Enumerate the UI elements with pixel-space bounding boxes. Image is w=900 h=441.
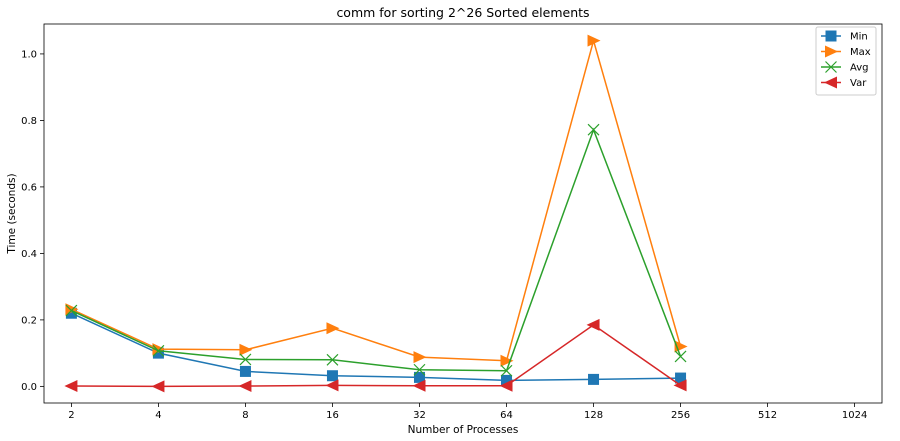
legend-item-var: Var	[821, 76, 867, 89]
legend-marker	[825, 30, 837, 42]
data-point	[500, 354, 514, 367]
legend-marker	[825, 45, 838, 58]
y-tick-label: 0.6	[21, 182, 37, 193]
data-point	[413, 351, 427, 364]
data-point	[412, 379, 426, 392]
data-point	[587, 34, 601, 47]
legend: Min Max Avg Var	[815, 26, 877, 96]
y-axis: 0.0 0.2 0.4 0.6 0.8 1.0	[21, 49, 44, 393]
data-point	[65, 307, 77, 319]
x-tick-label: 256	[671, 410, 690, 421]
x-tick-label: 32	[413, 410, 426, 421]
y-tick-label: 0.4	[21, 249, 37, 260]
y-tick-label: 0.8	[21, 116, 37, 127]
legend-label: Var	[850, 78, 867, 89]
legend-marker	[825, 61, 837, 73]
x-tick-label: 512	[758, 410, 777, 421]
data-point	[65, 304, 78, 317]
x-tick-label: 128	[584, 410, 603, 421]
legend-label: Avg	[850, 63, 869, 74]
data-point	[152, 343, 166, 356]
data-point	[152, 347, 164, 359]
legend-item-max: Max	[821, 45, 871, 58]
plot-area	[64, 34, 688, 393]
series-min	[65, 307, 687, 386]
data-point	[500, 364, 513, 377]
x-tick-label: 8	[242, 410, 248, 421]
data-point	[239, 353, 252, 366]
data-point	[239, 365, 251, 377]
data-point	[674, 350, 687, 363]
legend-box	[815, 26, 877, 96]
x-tick-label: 4	[155, 410, 161, 421]
data-point	[499, 379, 513, 392]
series-line	[71, 312, 681, 382]
series-max	[65, 34, 688, 367]
data-point	[326, 322, 340, 335]
series-var	[64, 318, 687, 393]
data-point	[587, 123, 600, 136]
y-tick-label: 0.0	[21, 382, 37, 393]
legend-item-avg: Avg	[821, 61, 869, 74]
data-point	[326, 353, 339, 366]
data-point	[586, 318, 600, 331]
data-point	[588, 373, 600, 385]
series-line	[71, 127, 682, 372]
data-point	[239, 343, 253, 356]
data-point	[151, 380, 165, 393]
data-point	[326, 370, 338, 382]
data-point	[673, 379, 687, 392]
legend-marker	[824, 76, 837, 89]
legend-label: Max	[850, 47, 871, 58]
data-point	[64, 380, 78, 393]
y-tick-label: 0.2	[21, 315, 37, 326]
x-tick-label: 64	[500, 410, 513, 421]
data-point	[675, 372, 687, 384]
x-axis-title: Number of Processes	[408, 424, 519, 436]
x-tick-label: 16	[326, 410, 339, 421]
plot-frame	[43, 23, 883, 404]
x-tick-label: 1024	[842, 410, 867, 421]
chart-title: comm for sorting 2^26 Sorted elements	[336, 5, 589, 20]
data-point	[325, 379, 339, 392]
series-line	[71, 323, 681, 388]
data-point	[501, 374, 513, 386]
data-point	[413, 363, 426, 376]
y-axis-title: Time (seconds)	[6, 173, 18, 254]
legend-label: Min	[850, 32, 868, 43]
y-tick-label: 1.0	[21, 49, 37, 60]
series-line	[71, 37, 682, 362]
legend-item-min: Min	[821, 30, 868, 43]
data-point	[152, 344, 165, 357]
series-avg	[65, 123, 687, 377]
x-axis: 2 4 8 16 32 64 128 256 512 1024	[68, 403, 867, 421]
data-point	[238, 380, 252, 393]
data-point	[413, 371, 425, 383]
x-tick-label: 2	[68, 410, 74, 421]
